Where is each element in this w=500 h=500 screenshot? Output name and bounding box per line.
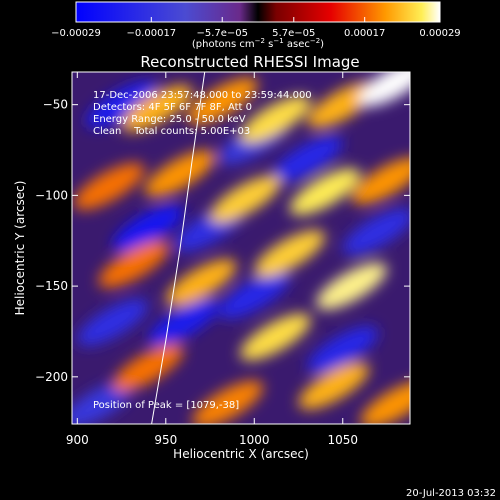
bright-source-blob (240, 313, 311, 361)
x-axis-ticks: 900 950 1000 1050 (66, 72, 358, 447)
bright-source-blob (112, 344, 184, 392)
bright-source-blob (98, 240, 170, 288)
bright-source-blob (187, 77, 258, 125)
bright-source-blob (358, 72, 410, 107)
colorbar-ticks: −0.00029 −0.00017 −5.7e−05 5.7e−05 0.00017 0.… (51, 17, 461, 39)
colorbar-tick-label: 0.00017 (344, 28, 385, 39)
y-axis-ticks: −50 −100 −150 −200 (35, 98, 410, 384)
plot-frame (71, 71, 411, 425)
bright-source-blob (307, 81, 379, 129)
footer-date: 20-Jul-2013 03:32 (406, 488, 496, 499)
clean-annotation: Clean Total counts: 5.00E+03 (93, 126, 250, 137)
time-range-annotation: 17-Dec-2006 23:57:48.000 to 23:59:44.000 (93, 90, 312, 101)
chart-title: Reconstructed RHESSI Image (140, 53, 359, 71)
energy-annotation: Energy Range: 25.0 - 50.0 keV (93, 114, 246, 125)
bright-source-blob (121, 84, 193, 132)
x-tick-label: 900 (66, 433, 89, 447)
colorbar-unit-label: (photons cm−2 s−1 asec−2) (192, 37, 324, 50)
dark-source-blob (148, 299, 219, 346)
bright-source-blob (210, 175, 281, 223)
colorbar-tick-label: 0.00029 (419, 28, 460, 39)
solar-limb-line (151, 72, 206, 424)
bright-source-blob (289, 168, 361, 216)
dark-source-blob (112, 204, 184, 252)
colorbar-tick-label: −0.00029 (51, 28, 101, 39)
dark-source-blob (307, 326, 379, 373)
dark-source-blob (86, 81, 157, 129)
x-tick-label: 950 (154, 433, 177, 447)
bright-source-blob (254, 230, 326, 277)
dark-source-blob (77, 299, 149, 346)
y-tick-label: −150 (35, 279, 68, 293)
x-axis-label: Heliocentric X (arcsec) (173, 447, 309, 461)
peak-annotation: Position of Peak = [1079,-38] (93, 400, 239, 411)
bright-source-blob (316, 262, 387, 310)
heat-blobs (72, 72, 410, 424)
bright-source-blob (351, 157, 410, 205)
dark-source-blob (272, 135, 343, 183)
bright-source-blob (73, 162, 145, 210)
dark-source-blob (342, 208, 410, 256)
bright-source-blob (144, 150, 216, 197)
dark-source-blob (218, 271, 290, 319)
image-area (72, 72, 410, 424)
bright-source-blob (298, 362, 370, 410)
colorbar-tick-label: −5.7e−05 (196, 28, 248, 39)
x-tick-label: 1000 (239, 433, 270, 447)
bright-source-blob (240, 95, 311, 143)
x-tick-label: 1050 (327, 433, 358, 447)
y-axis-label: Heliocentric Y (arcsec) (13, 181, 27, 316)
bright-source-blob (192, 380, 264, 424)
colorbar-tick-label: −0.00017 (126, 28, 176, 39)
dark-source-blob (72, 380, 134, 424)
detectors-annotation: Detectors: 4F 5F 6F 7F 8F, Att 0 (93, 102, 252, 113)
annotations: 17-Dec-2006 23:57:48.000 to 23:59:44.000… (93, 90, 312, 411)
y-tick-label: −100 (35, 188, 68, 202)
y-tick-label: −50 (43, 98, 68, 112)
bright-source-blob (360, 380, 410, 424)
colorbar: −0.00029 −0.00017 −5.7e−05 5.7e−05 0.00017 0.… (51, 1, 461, 50)
colorbar-tick-label: 5.7e−05 (272, 28, 315, 39)
y-tick-label: −200 (35, 370, 68, 384)
bright-source-blob (165, 259, 237, 306)
